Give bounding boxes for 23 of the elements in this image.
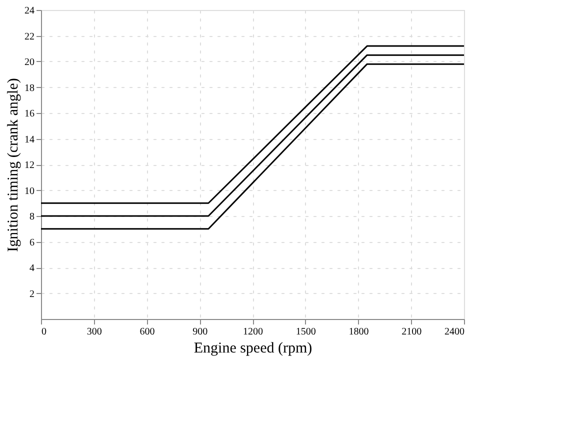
x-tick-label: 600 [140,326,155,338]
y-tick-label: 6 [30,237,34,248]
x-tick-label: 2100 [402,326,422,338]
y-tick-label: 20 [24,57,34,68]
y-tick-label: 2 [30,288,34,300]
y-tick-label: 24 [24,6,34,16]
y-tick-label: 18 [24,82,34,94]
x-tick-label: 2400 [444,326,464,338]
x-axis-title: Engine speed (rpm) [194,340,312,356]
y-tick-label: 22 [24,31,34,42]
y-tick-label: 4 [30,263,34,274]
x-tick-label: 1500 [296,326,316,338]
y-tick-label: 10 [24,186,34,197]
x-tick-label: 0 [42,326,46,338]
x-tick-label: 300 [86,326,102,338]
x-tick-label: 1800 [348,326,369,338]
y-tick-label: 14 [24,134,34,146]
x-tick-label: 900 [192,326,208,338]
y-axis-title: Ignition timing (crank angle) [6,78,22,252]
y-tick-label: 8 [30,212,34,222]
y-tick-label: 12 [24,160,34,171]
x-tick-label: 1200 [243,326,263,338]
y-tick-label: 16 [24,108,34,120]
